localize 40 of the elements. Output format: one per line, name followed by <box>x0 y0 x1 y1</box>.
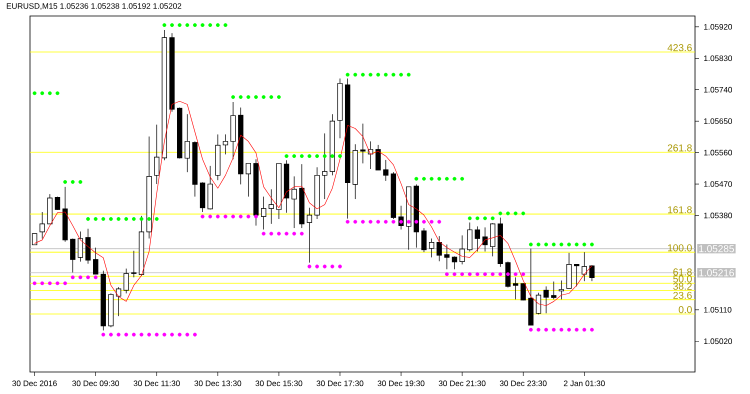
annotation: 100.0 <box>668 244 692 252</box>
annotation: 423.6 <box>668 44 692 52</box>
annotation: 261.8 <box>668 144 692 152</box>
annotation: 50.0 <box>673 275 692 282</box>
candlestick <box>85 228 91 264</box>
candlestick <box>292 176 297 228</box>
candlestick <box>536 292 542 315</box>
candlestick <box>490 224 496 257</box>
candlestick <box>192 141 198 197</box>
candlestick <box>200 182 206 212</box>
candlestick <box>230 102 236 160</box>
candlestick <box>589 265 595 282</box>
ref-line-label: 1.05216 <box>699 269 734 276</box>
candlestick <box>452 256 458 270</box>
candlestick <box>314 166 320 220</box>
candlestick <box>306 207 312 263</box>
candlestick <box>284 160 290 214</box>
candlestick <box>322 133 328 200</box>
candlestick <box>93 247 98 275</box>
annotation: 0.0 <box>678 306 692 314</box>
annotation: 61.8 <box>673 268 692 276</box>
candlestick <box>108 293 114 328</box>
candlestick <box>444 244 450 270</box>
annotation: 38.2 <box>673 282 692 290</box>
annotation: 23.6 <box>673 292 692 299</box>
candlestick <box>390 172 396 220</box>
candlestick <box>337 78 343 139</box>
candlestick <box>54 196 60 210</box>
candlestick <box>260 196 266 230</box>
candlestick <box>253 158 259 226</box>
candlestick <box>268 188 274 224</box>
candlestick <box>222 134 228 155</box>
ref-line-label: 1.05285 <box>699 245 734 252</box>
candlestick <box>474 226 480 252</box>
candlestick <box>169 32 175 112</box>
candlestick <box>574 264 580 287</box>
candlestick <box>421 228 427 253</box>
candlestick <box>360 123 366 164</box>
candlestick <box>184 114 190 173</box>
annotation: 161.8 <box>668 206 692 214</box>
